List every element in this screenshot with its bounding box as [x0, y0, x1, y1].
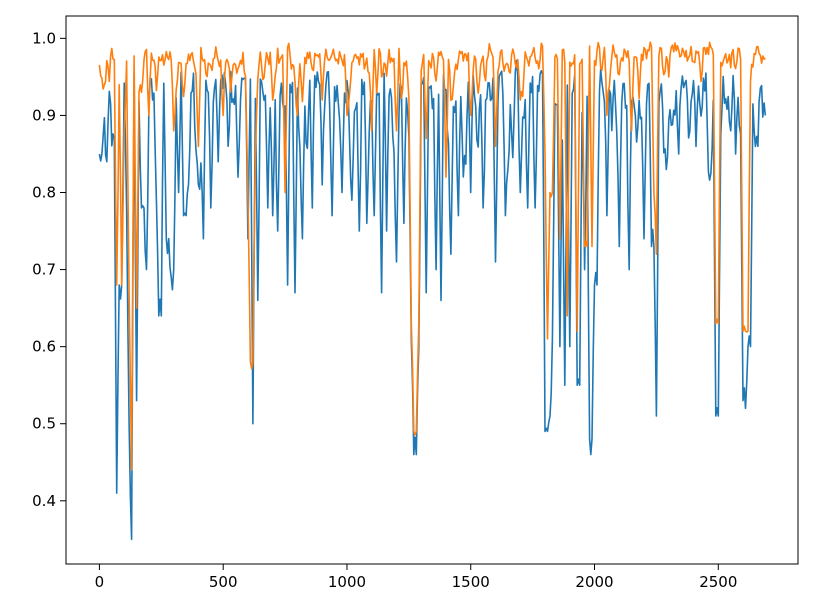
series-line-2	[98, 41, 766, 471]
y-tick-label: 0.8	[32, 184, 56, 202]
y-tick-label: 0.7	[32, 261, 56, 279]
x-tick-label: 500	[209, 573, 238, 591]
y-tick-label: 0.6	[32, 338, 56, 356]
y-tick-label: 1.0	[32, 29, 56, 47]
x-axis-ticks: 0 500 1000 1500 2000 2500	[95, 564, 737, 591]
x-tick-label: 1500	[452, 573, 490, 591]
y-axis-ticks: 0.4 0.5 0.6 0.7 0.8 0.9 1.0	[32, 29, 66, 510]
y-tick-label: 0.4	[32, 492, 56, 510]
x-tick-label: 2500	[699, 573, 737, 591]
plot-frame	[65, 15, 799, 565]
series-line-1	[98, 59, 767, 541]
x-tick-label: 0	[95, 573, 105, 591]
y-tick-label: 0.5	[32, 415, 56, 433]
y-tick-label: 0.9	[32, 106, 56, 124]
x-tick-label: 2000	[575, 573, 613, 591]
series-layer	[98, 41, 767, 541]
x-tick-label: 1000	[328, 573, 366, 591]
